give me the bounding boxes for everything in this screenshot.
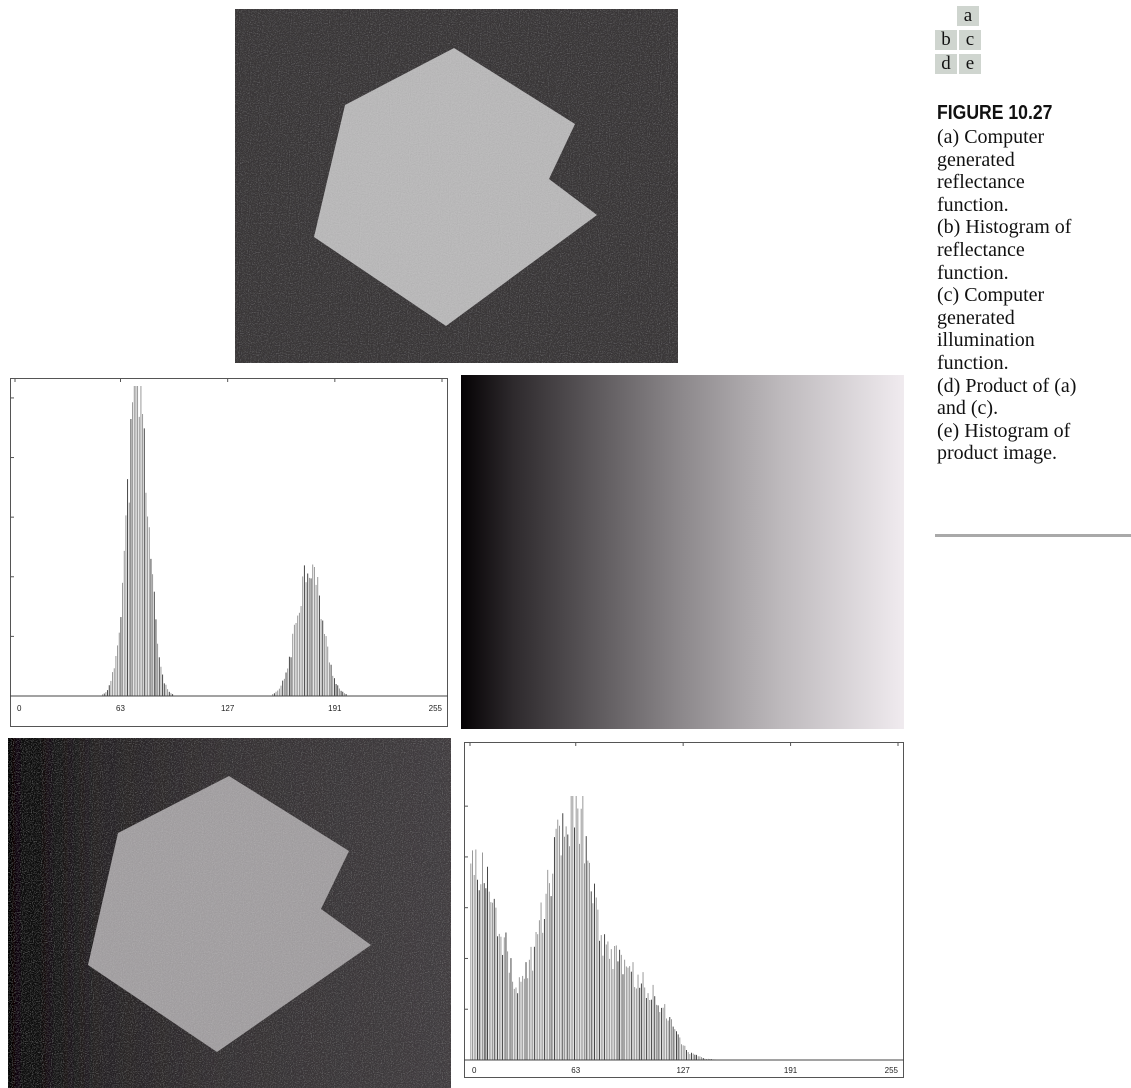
caption-line: generated	[937, 306, 1015, 329]
caption-line: (e) Histogram of	[937, 419, 1071, 442]
panel-d-product-image	[8, 738, 451, 1088]
x-tick-label: 0	[472, 1066, 477, 1075]
histogram-bars	[470, 796, 718, 1060]
caption-line: (a) Computer	[937, 126, 1045, 148]
key-cell-d: d	[935, 54, 957, 74]
key-cell-b: b	[935, 30, 957, 50]
histogram-ticks: 0 63 127 191 255	[464, 742, 904, 1075]
caption-line: (b) Histogram of	[937, 216, 1072, 239]
x-tick-label: 255	[429, 704, 443, 713]
figure-label: FIGURE 10.27	[937, 102, 1053, 124]
panel-e-product-histogram: 0 63 127 191 255	[464, 742, 904, 1078]
product-image	[8, 738, 451, 1088]
caption-line: function.	[937, 261, 1009, 284]
histogram-frame	[464, 742, 904, 1078]
key-cell-e: e	[959, 54, 981, 74]
x-tick-label: 127	[221, 704, 235, 713]
x-tick-label: 191	[328, 704, 342, 713]
caption-line: reflectance	[937, 238, 1025, 261]
caption-line: illumination	[937, 329, 1035, 352]
histogram-frame	[10, 378, 448, 727]
x-tick-label: 63	[571, 1066, 580, 1075]
product-histogram: 0 63 127 191 255	[464, 742, 904, 1078]
histogram-ticks: 0 63 127 191 255	[10, 378, 448, 713]
panel-b-reflectance-histogram: 0 63 127 191 255	[10, 378, 448, 727]
x-tick-label: 127	[676, 1066, 690, 1075]
caption-line: generated	[937, 148, 1015, 171]
caption-line: function.	[937, 351, 1009, 374]
caption-line: product image.	[937, 442, 1057, 465]
caption-rule	[935, 534, 1131, 537]
x-tick-label: 0	[17, 704, 22, 713]
reflectance-image	[235, 9, 678, 363]
caption-line: reflectance	[937, 171, 1025, 194]
caption-line: (d) Product of (a)	[937, 374, 1077, 397]
key-cell-c: c	[959, 30, 981, 50]
illumination-gradient	[461, 375, 904, 729]
gradient-fill	[461, 375, 904, 729]
product-polygon	[88, 776, 371, 1052]
panel-a-reflectance-image	[235, 9, 678, 363]
x-tick-label: 191	[784, 1066, 798, 1075]
light-polygon	[314, 48, 597, 326]
caption-line: function.	[937, 193, 1009, 216]
histogram-bars	[102, 386, 347, 696]
caption-line: (c) Computer	[937, 284, 1045, 307]
x-tick-label: 255	[885, 1066, 899, 1075]
panel-c-illumination-image	[461, 375, 904, 729]
key-cell-a: a	[957, 6, 979, 26]
x-tick-label: 63	[116, 704, 125, 713]
figure-caption: FIGURE 10.27 (a) Computer generated refl…	[937, 100, 1127, 465]
reflectance-histogram: 0 63 127 191 255	[10, 378, 448, 727]
caption-line: and (c).	[937, 397, 999, 420]
